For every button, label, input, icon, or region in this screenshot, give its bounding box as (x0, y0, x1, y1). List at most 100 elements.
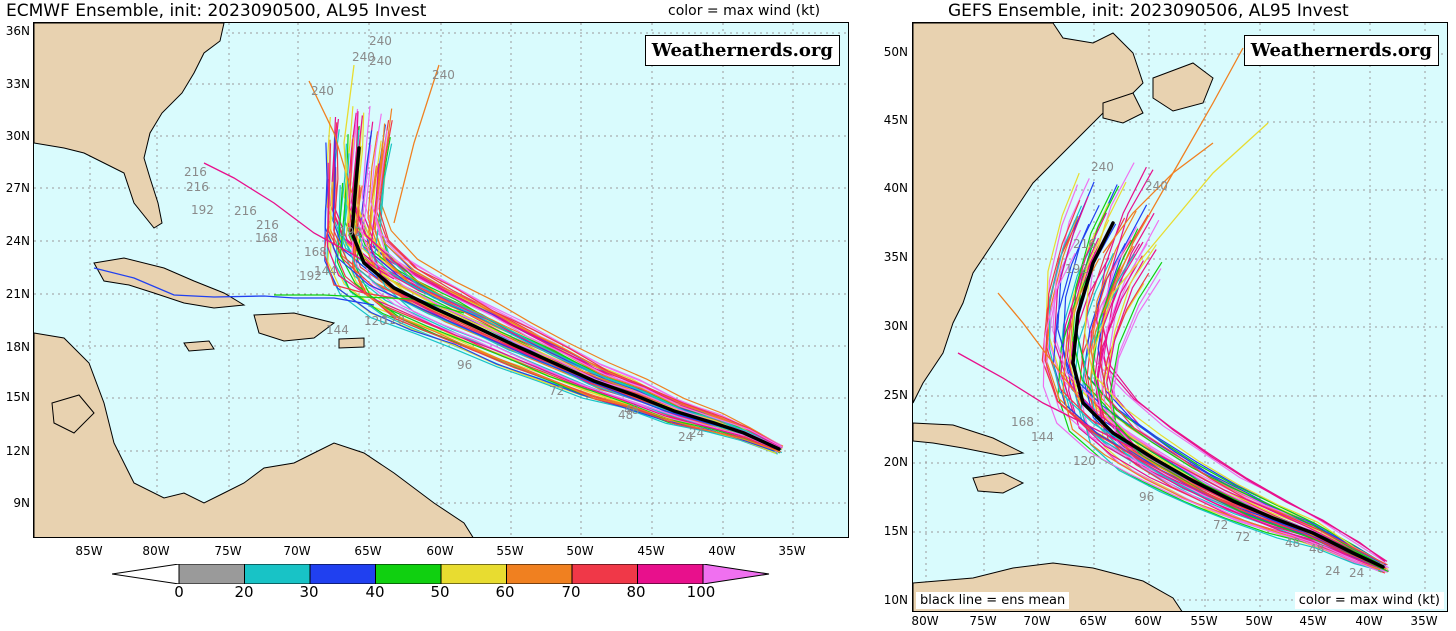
left-lon-label: 70W (283, 544, 311, 558)
forecast-hour-label: 48 (618, 408, 633, 422)
right-legend-note: color = max wind (kt) (1294, 592, 1444, 609)
forecast-hour-label: 216 (234, 204, 257, 218)
forecast-hour-label: 144 (326, 323, 349, 337)
colorbar-label: 0 (174, 583, 184, 601)
left-lon-label: 55W (496, 544, 524, 558)
ensemble-track (374, 123, 784, 447)
left-lon-label: 80W (142, 544, 170, 558)
right-lat-label: 40N (883, 181, 908, 195)
ensemble-track (361, 105, 780, 446)
ensemble-track (373, 142, 782, 450)
right-lat-label: 20N (883, 455, 908, 469)
right-lat-label: 15N (883, 524, 908, 538)
right-lon-label: 40W (1355, 614, 1383, 628)
left-lon-label: 50W (566, 544, 594, 558)
right-lat-label: 35N (883, 250, 908, 264)
forecast-hour-label: 120 (382, 313, 405, 327)
colorbar-swatch (571, 563, 638, 585)
colorbar-swatch (375, 563, 442, 585)
forecast-hour-label: 72 (1213, 518, 1228, 532)
ensemble-track (957, 352, 1134, 449)
forecast-hour-label: 24 (689, 426, 704, 440)
right-map-panel: 240 240 216 192 168 144 120 96 72 72 48 48 24 24 Weat… (912, 22, 1448, 612)
left-lat-label: 21N (5, 287, 30, 301)
colorbar-swatch (440, 563, 507, 585)
ensemble-mean-track (1071, 221, 1385, 569)
forecast-hour-label: 216 (186, 180, 209, 194)
colorbar-label: 30 (299, 583, 319, 601)
left-lat-label: 9N (13, 496, 30, 510)
forecast-hour-label: 192 (299, 269, 322, 283)
nova-scotia (1102, 92, 1144, 124)
right-lat-label: 30N (883, 319, 908, 333)
ensemble-track (1110, 278, 1389, 573)
left-lon-label: 60W (426, 544, 454, 558)
forecast-hour-label: 192 (1065, 262, 1088, 276)
ensemble-track (1080, 269, 1384, 573)
forecast-hour-label: 96 (1139, 490, 1154, 504)
left-lon-label: 65W (354, 544, 382, 558)
hispaniola (972, 472, 1025, 494)
colorbar-label: 40 (365, 583, 385, 601)
ensemble-track (378, 120, 783, 448)
ensemble-track (343, 64, 355, 224)
right-mean-note: black line = ens mean (916, 592, 1070, 609)
ensemble-track (350, 111, 780, 447)
left-lon-label: 85W (75, 544, 103, 558)
right-lat-label: 45N (883, 113, 908, 127)
colorbar-swatch (244, 563, 311, 585)
forecast-hour-label: 192 (191, 203, 214, 217)
colorbar-swatch (178, 563, 245, 585)
forecast-hour-label: 168 (255, 231, 278, 245)
colorbar-label: 20 (234, 583, 254, 601)
forecast-hour-label: 192 (339, 225, 362, 239)
forecast-hour-label: 72 (549, 384, 564, 398)
right-lat-label: 50N (883, 45, 908, 59)
colorbar-label: 70 (561, 583, 581, 601)
ensemble-track (1072, 191, 1383, 566)
ensemble-track (324, 142, 777, 450)
forecast-hour-label: 168 (1011, 415, 1034, 429)
colorbar (111, 563, 772, 585)
left-lat-label: 24N (5, 234, 30, 248)
right-lat-label: 10N (883, 593, 908, 607)
colorbar-low-arrow (111, 563, 180, 585)
left-legend-note: color = max wind (kt) (668, 3, 821, 19)
ensemble-track (1042, 252, 1379, 572)
yucatan (51, 394, 95, 434)
ensemble-track (1095, 255, 1386, 571)
left-lon-label: 45W (637, 544, 665, 558)
forecast-hour-label: 216 (1073, 237, 1096, 251)
colorbar-label: 80 (626, 583, 646, 601)
forecast-hour-label: 240 (1091, 160, 1114, 174)
right-lon-label: 80W (911, 614, 939, 628)
ensemble-track (351, 129, 780, 447)
ensemble-track (333, 144, 777, 450)
forecast-hour-label: 24 (1349, 566, 1364, 580)
colorbar-label: 50 (430, 583, 450, 601)
central-south-america (34, 332, 474, 537)
left-lon-label: 40W (708, 544, 736, 558)
cuba (93, 257, 246, 309)
left-lat-label: 27N (5, 181, 30, 195)
ensemble-track (323, 220, 435, 306)
right-lon-label: 70W (1023, 614, 1051, 628)
ensemble-track (332, 166, 777, 450)
left-lon-label: 75W (214, 544, 242, 558)
colorbar-swatch (637, 563, 704, 585)
us-east-coast (34, 23, 225, 229)
newfoundland (1152, 62, 1214, 112)
ensemble-track (1092, 122, 1269, 354)
right-lon-label: 55W (1190, 614, 1218, 628)
forecast-hour-label: 72 (1235, 530, 1250, 544)
forecast-hour-label: 96 (457, 358, 472, 372)
colorbar-label: 60 (495, 583, 515, 601)
forecast-hour-label: 240 (1145, 179, 1168, 193)
left-lat-label: 18N (5, 340, 30, 354)
ensemble-track (393, 64, 440, 224)
left-map-title: ECMWF Ensemble, init: 2023090500, AL95 I… (6, 1, 427, 21)
ensemble-track (360, 144, 782, 449)
forecast-hour-label: 216 (256, 218, 279, 232)
forecast-hour-label: 48 (1309, 542, 1324, 556)
colorbar-swatch (309, 563, 376, 585)
